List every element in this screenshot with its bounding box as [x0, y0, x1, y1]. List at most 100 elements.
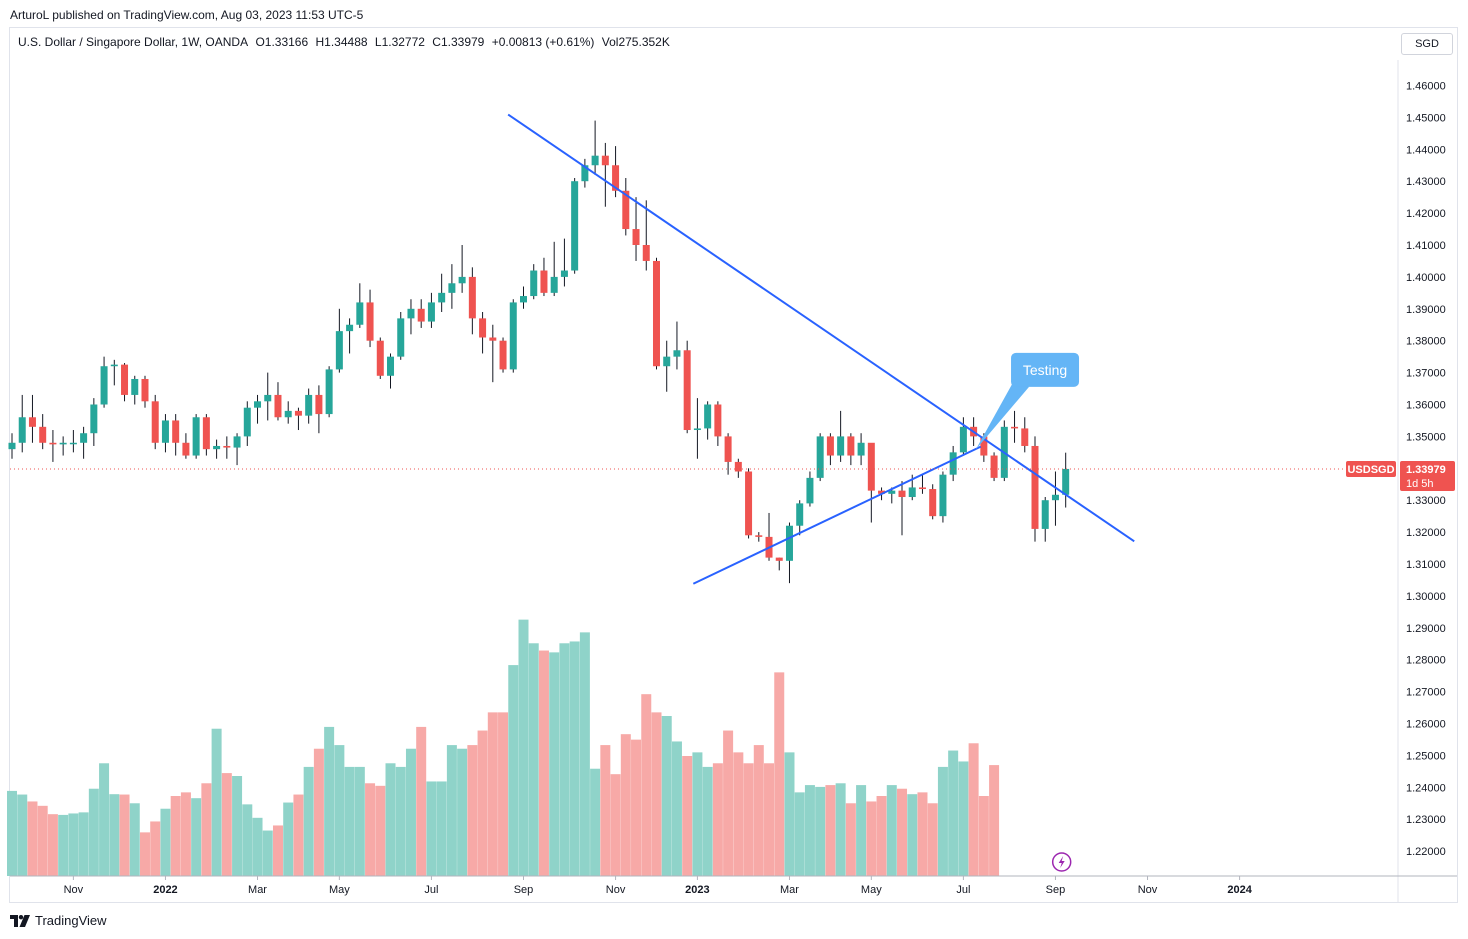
candle-body [294, 410, 302, 416]
candle [213, 439, 221, 459]
candle-body [233, 436, 241, 448]
candle-body [489, 337, 497, 341]
price-tick-label: 1.35000 [1406, 431, 1446, 443]
volume-bar [78, 812, 89, 876]
price-tick-label: 1.32000 [1406, 527, 1446, 539]
candle [898, 481, 906, 536]
candle-body [499, 340, 507, 370]
candle-body [898, 490, 906, 498]
candle-body [376, 340, 384, 376]
candle [796, 500, 804, 536]
legend-volume: Vol275.352K [601, 35, 670, 49]
candle-body [1011, 426, 1019, 429]
candle [1031, 436, 1039, 542]
candle [806, 471, 814, 507]
candle-body [8, 442, 16, 450]
legend-high: H1.34488 [315, 35, 368, 49]
candle-body [622, 190, 630, 230]
volume-bar [794, 792, 805, 876]
candle [550, 241, 558, 297]
flash-icon[interactable] [1051, 852, 1072, 872]
candle-body [745, 471, 753, 536]
candle [294, 407, 302, 431]
volume-bar [17, 794, 28, 876]
volume-bar [109, 794, 120, 876]
candle-body [888, 490, 896, 494]
candle [990, 452, 998, 482]
price-tick-label: 1.40000 [1406, 272, 1446, 284]
candle [274, 382, 282, 421]
candle-body [734, 461, 742, 472]
volume-bar [508, 665, 519, 876]
candle [785, 522, 793, 584]
candle-body [601, 155, 609, 166]
price-tick-label: 1.42000 [1406, 208, 1446, 220]
candle-body [18, 417, 26, 443]
candle [387, 353, 395, 389]
time-tick-label: Mar [780, 884, 799, 896]
volume-bar [774, 672, 785, 876]
candle-body [704, 404, 712, 429]
volume-bar [835, 783, 846, 876]
symbol-price-tag[interactable]: USDSGD [1346, 460, 1396, 477]
candle [939, 471, 947, 523]
legend-symbol[interactable]: U.S. Dollar / Singapore Dollar, 1W, OAND… [18, 35, 249, 49]
candle-body [28, 417, 36, 427]
volume-bar [498, 712, 509, 876]
tradingview-logo[interactable]: TradingView [10, 913, 107, 928]
testing-callout[interactable]: Testing [975, 352, 1080, 450]
volume-bar [712, 763, 723, 876]
volume-bar [579, 632, 590, 876]
volume-bar [538, 650, 549, 876]
time-tick-label: May [329, 884, 350, 896]
price-tick-label: 1.41000 [1406, 240, 1446, 252]
candle-body [49, 442, 57, 445]
descending-resistance-trendline [507, 113, 1135, 543]
volume-bar [405, 748, 416, 876]
candle [427, 292, 435, 328]
volume-bar [487, 712, 498, 876]
candle [918, 474, 926, 494]
chart-legend: U.S. Dollar / Singapore Dollar, 1W, OAND… [18, 35, 674, 49]
volume-bar [927, 803, 938, 876]
volume-bar [549, 652, 560, 876]
volume-bar [313, 748, 324, 876]
candle-body [683, 350, 691, 431]
candle [1011, 410, 1019, 443]
candle [80, 426, 88, 459]
price-tick-label: 1.39000 [1406, 304, 1446, 316]
candle [8, 433, 16, 459]
volume-bar [866, 801, 877, 876]
candle-body [867, 442, 875, 491]
candle-body [305, 394, 313, 416]
volume-bar [252, 817, 263, 876]
candle [100, 356, 108, 408]
candle-body [816, 436, 824, 478]
candle [264, 372, 272, 421]
volume-bar [37, 805, 48, 876]
candle-body [837, 436, 845, 456]
volume-bar [671, 741, 682, 876]
candle [479, 311, 487, 354]
legend-low: L1.32772 [374, 35, 425, 49]
candle-body [540, 270, 548, 293]
volume-bar [764, 763, 775, 876]
volume-bar [876, 796, 887, 876]
current-price-tag: 1.33979 1d 5h [1400, 460, 1455, 491]
volume-bars [7, 619, 1000, 876]
tradingview-logo-icon [10, 914, 30, 927]
candle-body [571, 181, 579, 271]
candle-body [929, 489, 937, 517]
candle-body [560, 270, 568, 277]
currency-button[interactable]: SGD [1401, 33, 1453, 55]
volume-bar [365, 783, 376, 876]
candle-body [642, 245, 650, 261]
volume-bar [457, 748, 468, 876]
volume-bar [937, 766, 948, 876]
candle [704, 401, 712, 440]
callout-box [1011, 352, 1080, 387]
candle [1041, 497, 1049, 542]
volume-bar [978, 796, 989, 876]
candle [90, 398, 98, 446]
